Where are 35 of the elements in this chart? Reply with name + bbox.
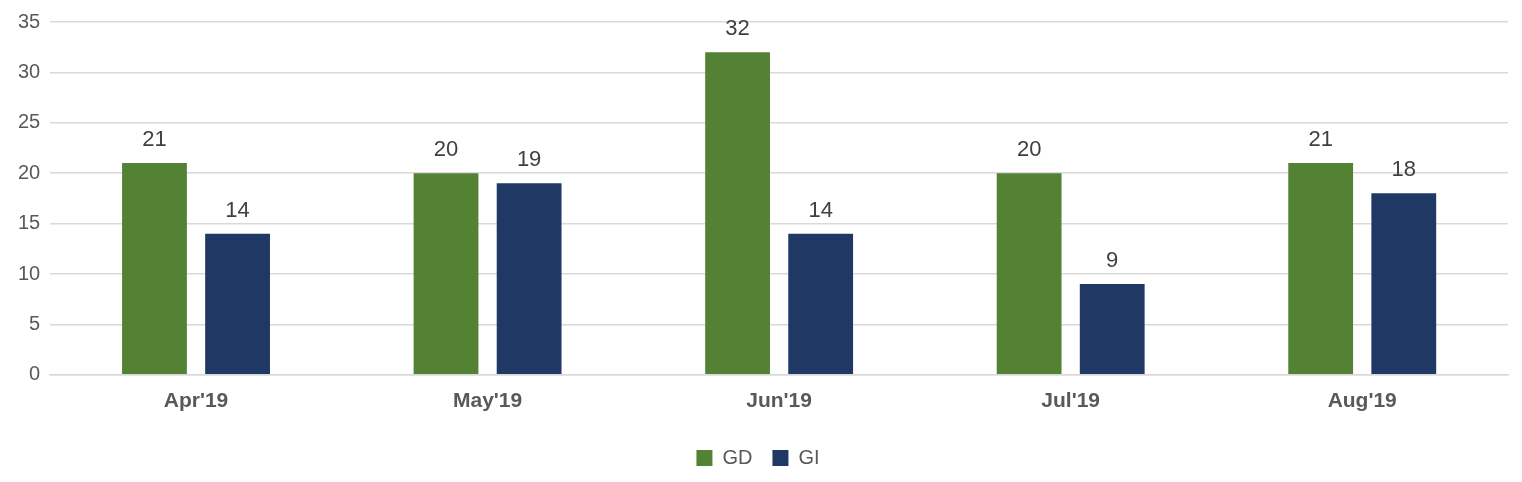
x-tick-label: Jul'19 bbox=[1041, 388, 1101, 412]
y-tick-label: 30 bbox=[18, 59, 41, 82]
y-tick-label: 20 bbox=[18, 160, 41, 183]
x-tick-label: Aug'19 bbox=[1327, 388, 1397, 412]
bar bbox=[205, 233, 270, 375]
x-tick-label: May'19 bbox=[452, 388, 523, 412]
bar bbox=[413, 173, 479, 375]
data-label: 18 bbox=[1391, 156, 1417, 182]
data-label: 21 bbox=[1308, 126, 1333, 152]
data-label: 20 bbox=[1016, 136, 1042, 162]
bar bbox=[1079, 284, 1145, 375]
data-label: 14 bbox=[225, 196, 250, 222]
data-label: 21 bbox=[142, 126, 167, 152]
data-label: 19 bbox=[516, 146, 542, 172]
data-label: 14 bbox=[808, 196, 833, 222]
data-label: 32 bbox=[725, 15, 750, 41]
legend-label: GD bbox=[722, 445, 753, 468]
y-tick-label: 5 bbox=[29, 311, 41, 334]
bar bbox=[705, 52, 770, 375]
y-tick-label: 10 bbox=[18, 261, 41, 284]
bar bbox=[788, 233, 854, 375]
data-label: 9 bbox=[1106, 247, 1119, 273]
y-tick-label: 35 bbox=[18, 9, 41, 32]
x-tick-label: Jun'19 bbox=[746, 388, 812, 412]
bar bbox=[122, 163, 187, 375]
bar bbox=[1371, 193, 1437, 375]
data-label: 20 bbox=[433, 136, 459, 162]
y-tick-label: 0 bbox=[29, 362, 41, 385]
bar bbox=[1288, 163, 1354, 375]
bar bbox=[496, 183, 562, 375]
y-tick-label: 15 bbox=[18, 211, 41, 234]
x-tick-label: Apr'19 bbox=[163, 388, 229, 412]
legend-label: GI bbox=[798, 445, 820, 468]
y-tick-label: 25 bbox=[18, 110, 41, 133]
bar bbox=[996, 173, 1062, 375]
